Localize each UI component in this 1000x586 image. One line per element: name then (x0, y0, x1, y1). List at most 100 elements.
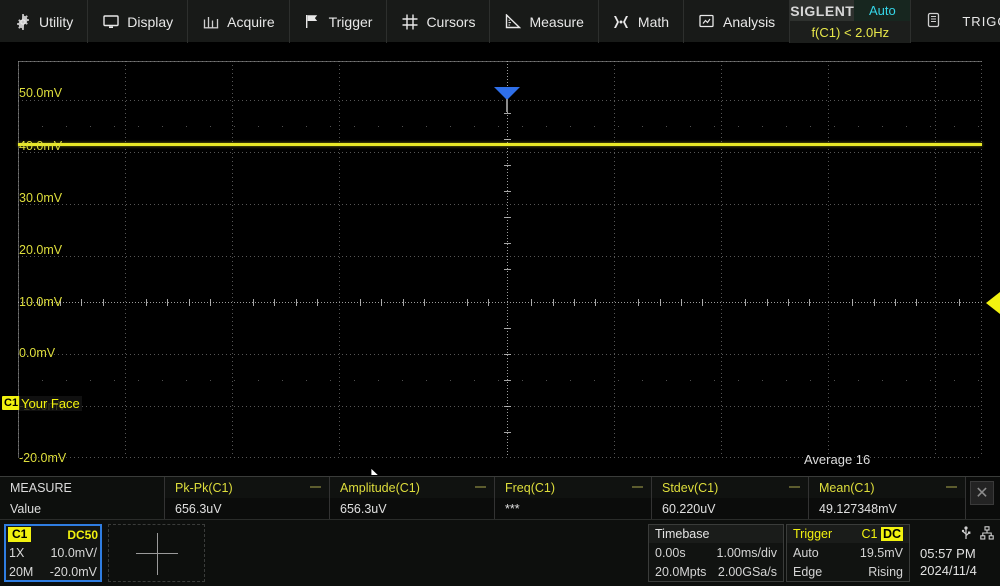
menu-utility[interactable]: Utility (0, 0, 89, 43)
gridline-h (18, 354, 982, 355)
menu-display-label: Display (127, 13, 174, 30)
measure-column-stdev[interactable]: Stdev(C1) (652, 477, 809, 498)
gridline-v (614, 61, 615, 457)
channel-1-ground-marker[interactable]: C1 (2, 396, 21, 410)
channel-1-settings-box[interactable]: C1 DC50 1X 10.0mV/ 20M -20.0mV (4, 524, 102, 582)
monitor-icon (102, 13, 119, 30)
menu-utility-label: Utility (39, 13, 74, 30)
menu-trigger[interactable]: Trigger (290, 0, 388, 43)
axis-tick (852, 299, 853, 306)
timebase-delay: 0.00s (655, 545, 686, 560)
axis-tick (103, 299, 104, 306)
trigger-slope: Rising (868, 564, 903, 579)
menu-math[interactable]: Math (599, 0, 685, 43)
bottom-status-bar: C1 DC50 1X 10.0mV/ 20M -20.0mV Timebase … (0, 519, 1000, 586)
trigger-position-stem (506, 99, 508, 112)
menu-analysis[interactable]: Analysis (684, 0, 791, 43)
measure-column-amplitude[interactable]: Amplitude(C1) (330, 477, 495, 498)
timebase-box[interactable]: Timebase 0.00s 1.00ms/div 20.0Mpts 2.00G… (648, 524, 784, 582)
timebase-scale: 1.00ms/div (716, 545, 777, 560)
axis-tick (531, 299, 532, 306)
gridline-h (18, 406, 982, 407)
measure-value-label: Value (0, 498, 165, 519)
measure-column-mean[interactable]: Mean(C1) (809, 477, 966, 498)
axis-tick (504, 354, 511, 355)
axis-tick (296, 299, 297, 306)
clipboard-icon (927, 12, 940, 31)
close-icon[interactable]: ✕ (970, 481, 994, 505)
minimize-icon[interactable] (946, 486, 957, 488)
axis-tick (504, 328, 511, 329)
minimize-icon[interactable] (632, 486, 643, 488)
y-axis-label: 20.0mV (19, 243, 63, 257)
axis-tick (702, 299, 703, 306)
menu-measure[interactable]: Measure (490, 0, 599, 43)
menu-trigger-label: Trigger (328, 13, 373, 30)
channel-1-badge: C1 (8, 527, 32, 542)
measure-column-header: Freq(C1) (505, 480, 556, 495)
axis-tick (360, 299, 361, 306)
axis-tick (574, 299, 575, 306)
minimize-icon[interactable] (310, 486, 321, 488)
y-axis-label: -20.0mV (19, 451, 67, 465)
axis-tick (39, 299, 40, 306)
axis-tick (504, 191, 511, 192)
axis-tick (595, 299, 596, 306)
measure-column-header: Stdev(C1) (662, 480, 719, 495)
axis-tick (81, 299, 82, 306)
add-channel-slot[interactable] (108, 524, 205, 582)
acquire-mode-annotation: Average 16 (804, 452, 871, 467)
axis-tick (253, 299, 254, 306)
center-axis-horizontal (18, 302, 982, 303)
trigger-title: Trigger (793, 527, 833, 541)
trigger-source: C1 (861, 527, 878, 541)
menu-display[interactable]: Display (88, 0, 189, 43)
trigger-mode: Auto (793, 545, 819, 560)
axis-tick (504, 432, 511, 433)
channel-1-name-label: Your Face (19, 396, 82, 411)
measure-column-freq[interactable]: Freq(C1) (495, 477, 652, 498)
siglent-status-box[interactable]: SIGLENT Auto f(C1) < 2.0Hz (790, 0, 912, 43)
lan-icon[interactable] (980, 526, 994, 545)
measure-value-stdev: 60.220uV (652, 498, 809, 519)
measure-panel-title: MEASURE (0, 477, 165, 498)
trigger-level-marker[interactable] (986, 292, 1000, 314)
menu-acquire[interactable]: Acquire (188, 0, 290, 43)
measure-column-pk-pk[interactable]: Pk-Pk(C1) (165, 477, 330, 498)
axis-tick (488, 299, 489, 306)
top-toolbar: Utility Display Acquire Trigger Cursors (0, 0, 1000, 43)
trigger-button[interactable]: TRIGGER (911, 0, 1000, 43)
axis-tick (504, 243, 511, 244)
y-axis-label: 30.0mV (19, 191, 63, 205)
gridline-h (18, 256, 982, 257)
usb-icon[interactable] (960, 526, 972, 545)
axis-tick (167, 299, 168, 306)
measure-column-header: Mean(C1) (819, 480, 875, 495)
menu-math-label: Math (637, 13, 670, 30)
timebase-sample-rate: 2.00GSa/s (717, 564, 777, 579)
minimize-icon[interactable] (475, 486, 486, 488)
axis-tick (504, 380, 511, 381)
trigger-box[interactable]: Trigger C1 DC Auto 19.5mV Edge Rising (786, 524, 910, 582)
y-axis-label: 0.0mV (19, 346, 56, 360)
axis-tick (681, 299, 682, 306)
gridline-h (18, 61, 982, 62)
waveform-display[interactable]: 50.0mV 40.0mV 30.0mV 20.0mV 10.0mV 0.0mV… (0, 43, 1000, 475)
y-axis-label: 50.0mV (19, 86, 63, 100)
trigger-position-marker[interactable] (494, 87, 520, 100)
menu-cursors[interactable]: Cursors (387, 0, 491, 43)
minimize-icon[interactable] (789, 486, 800, 488)
trigger-type: Edge (793, 564, 823, 579)
axis-tick (809, 299, 810, 306)
axis-tick (60, 299, 61, 306)
gridline-v (232, 61, 233, 457)
math-icon (613, 13, 630, 30)
axis-tick (553, 299, 554, 306)
channel-1-probe: 1X (9, 545, 25, 560)
axis-tick (504, 139, 511, 140)
mouse-cursor-icon (370, 467, 384, 475)
axis-tick (424, 299, 425, 306)
gridline-h (18, 100, 982, 101)
acquire-icon (202, 13, 219, 30)
measure-value-row: Value 656.3uV 656.3uV *** 60.220uV 49.12… (0, 498, 1000, 519)
